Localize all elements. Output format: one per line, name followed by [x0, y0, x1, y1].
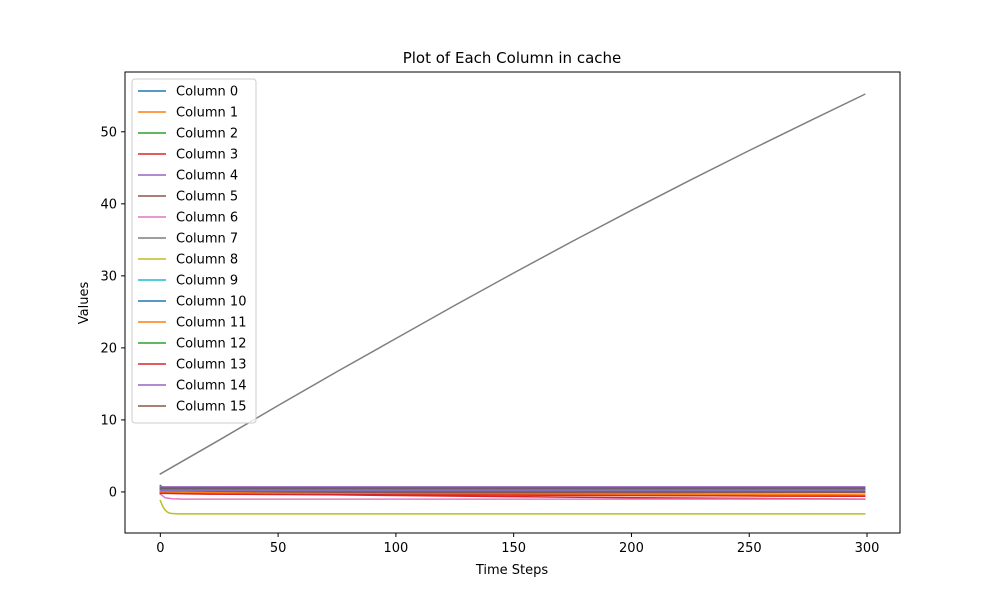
legend: Column 0 Column 1 Column 2 Column 3 Column 4… — [131, 78, 257, 424]
legend-label-15: Column 15 — [176, 400, 246, 415]
x-tick-label: 200 — [619, 541, 644, 556]
legend-label-4: Column 4 — [176, 169, 238, 184]
x-axis-label: Time Steps — [475, 563, 549, 578]
x-axis: 0 50 100 150 200 250 300 — [156, 533, 879, 556]
legend-label-14: Column 14 — [176, 379, 246, 394]
x-tick-label: 150 — [501, 541, 526, 556]
y-tick-label: 50 — [100, 125, 117, 140]
legend-label-12: Column 12 — [176, 337, 246, 352]
series-line-7 — [159, 93, 866, 475]
legend-label-10: Column 10 — [176, 295, 246, 310]
legend-label-2: Column 2 — [176, 127, 238, 142]
legend-label-13: Column 13 — [176, 358, 246, 373]
x-tick-label: 0 — [156, 541, 164, 556]
chart-title: Plot of Each Column in cache — [403, 49, 622, 67]
legend-label-8: Column 8 — [176, 253, 238, 268]
y-tick-label: 40 — [100, 197, 117, 212]
legend-label-0: Column 0 — [176, 85, 238, 100]
series-layer — [159, 93, 866, 515]
x-tick-label: 100 — [383, 541, 408, 556]
y-tick-label: 10 — [100, 413, 117, 428]
y-axis-label: Values — [77, 282, 92, 325]
legend-label-11: Column 11 — [176, 316, 246, 331]
legend-label-7: Column 7 — [176, 232, 238, 247]
y-axis: 0 10 20 30 40 50 — [100, 125, 125, 500]
x-tick-label: 250 — [737, 541, 762, 556]
legend-label-9: Column 9 — [176, 274, 238, 289]
x-tick-label: 50 — [270, 541, 287, 556]
y-tick-label: 20 — [100, 341, 117, 356]
series-line-8 — [159, 499, 866, 515]
y-tick-label: 0 — [109, 485, 117, 500]
legend-label-5: Column 5 — [176, 190, 238, 205]
series-line-6 — [159, 493, 866, 500]
y-tick-label: 30 — [100, 269, 117, 284]
legend-label-6: Column 6 — [176, 211, 238, 226]
series-line-13 — [159, 492, 866, 498]
plot-area-frame — [124, 71, 901, 534]
legend-box — [131, 78, 257, 424]
legend-label-1: Column 1 — [176, 106, 238, 121]
x-tick-label: 300 — [855, 541, 880, 556]
legend-label-3: Column 3 — [176, 148, 238, 163]
